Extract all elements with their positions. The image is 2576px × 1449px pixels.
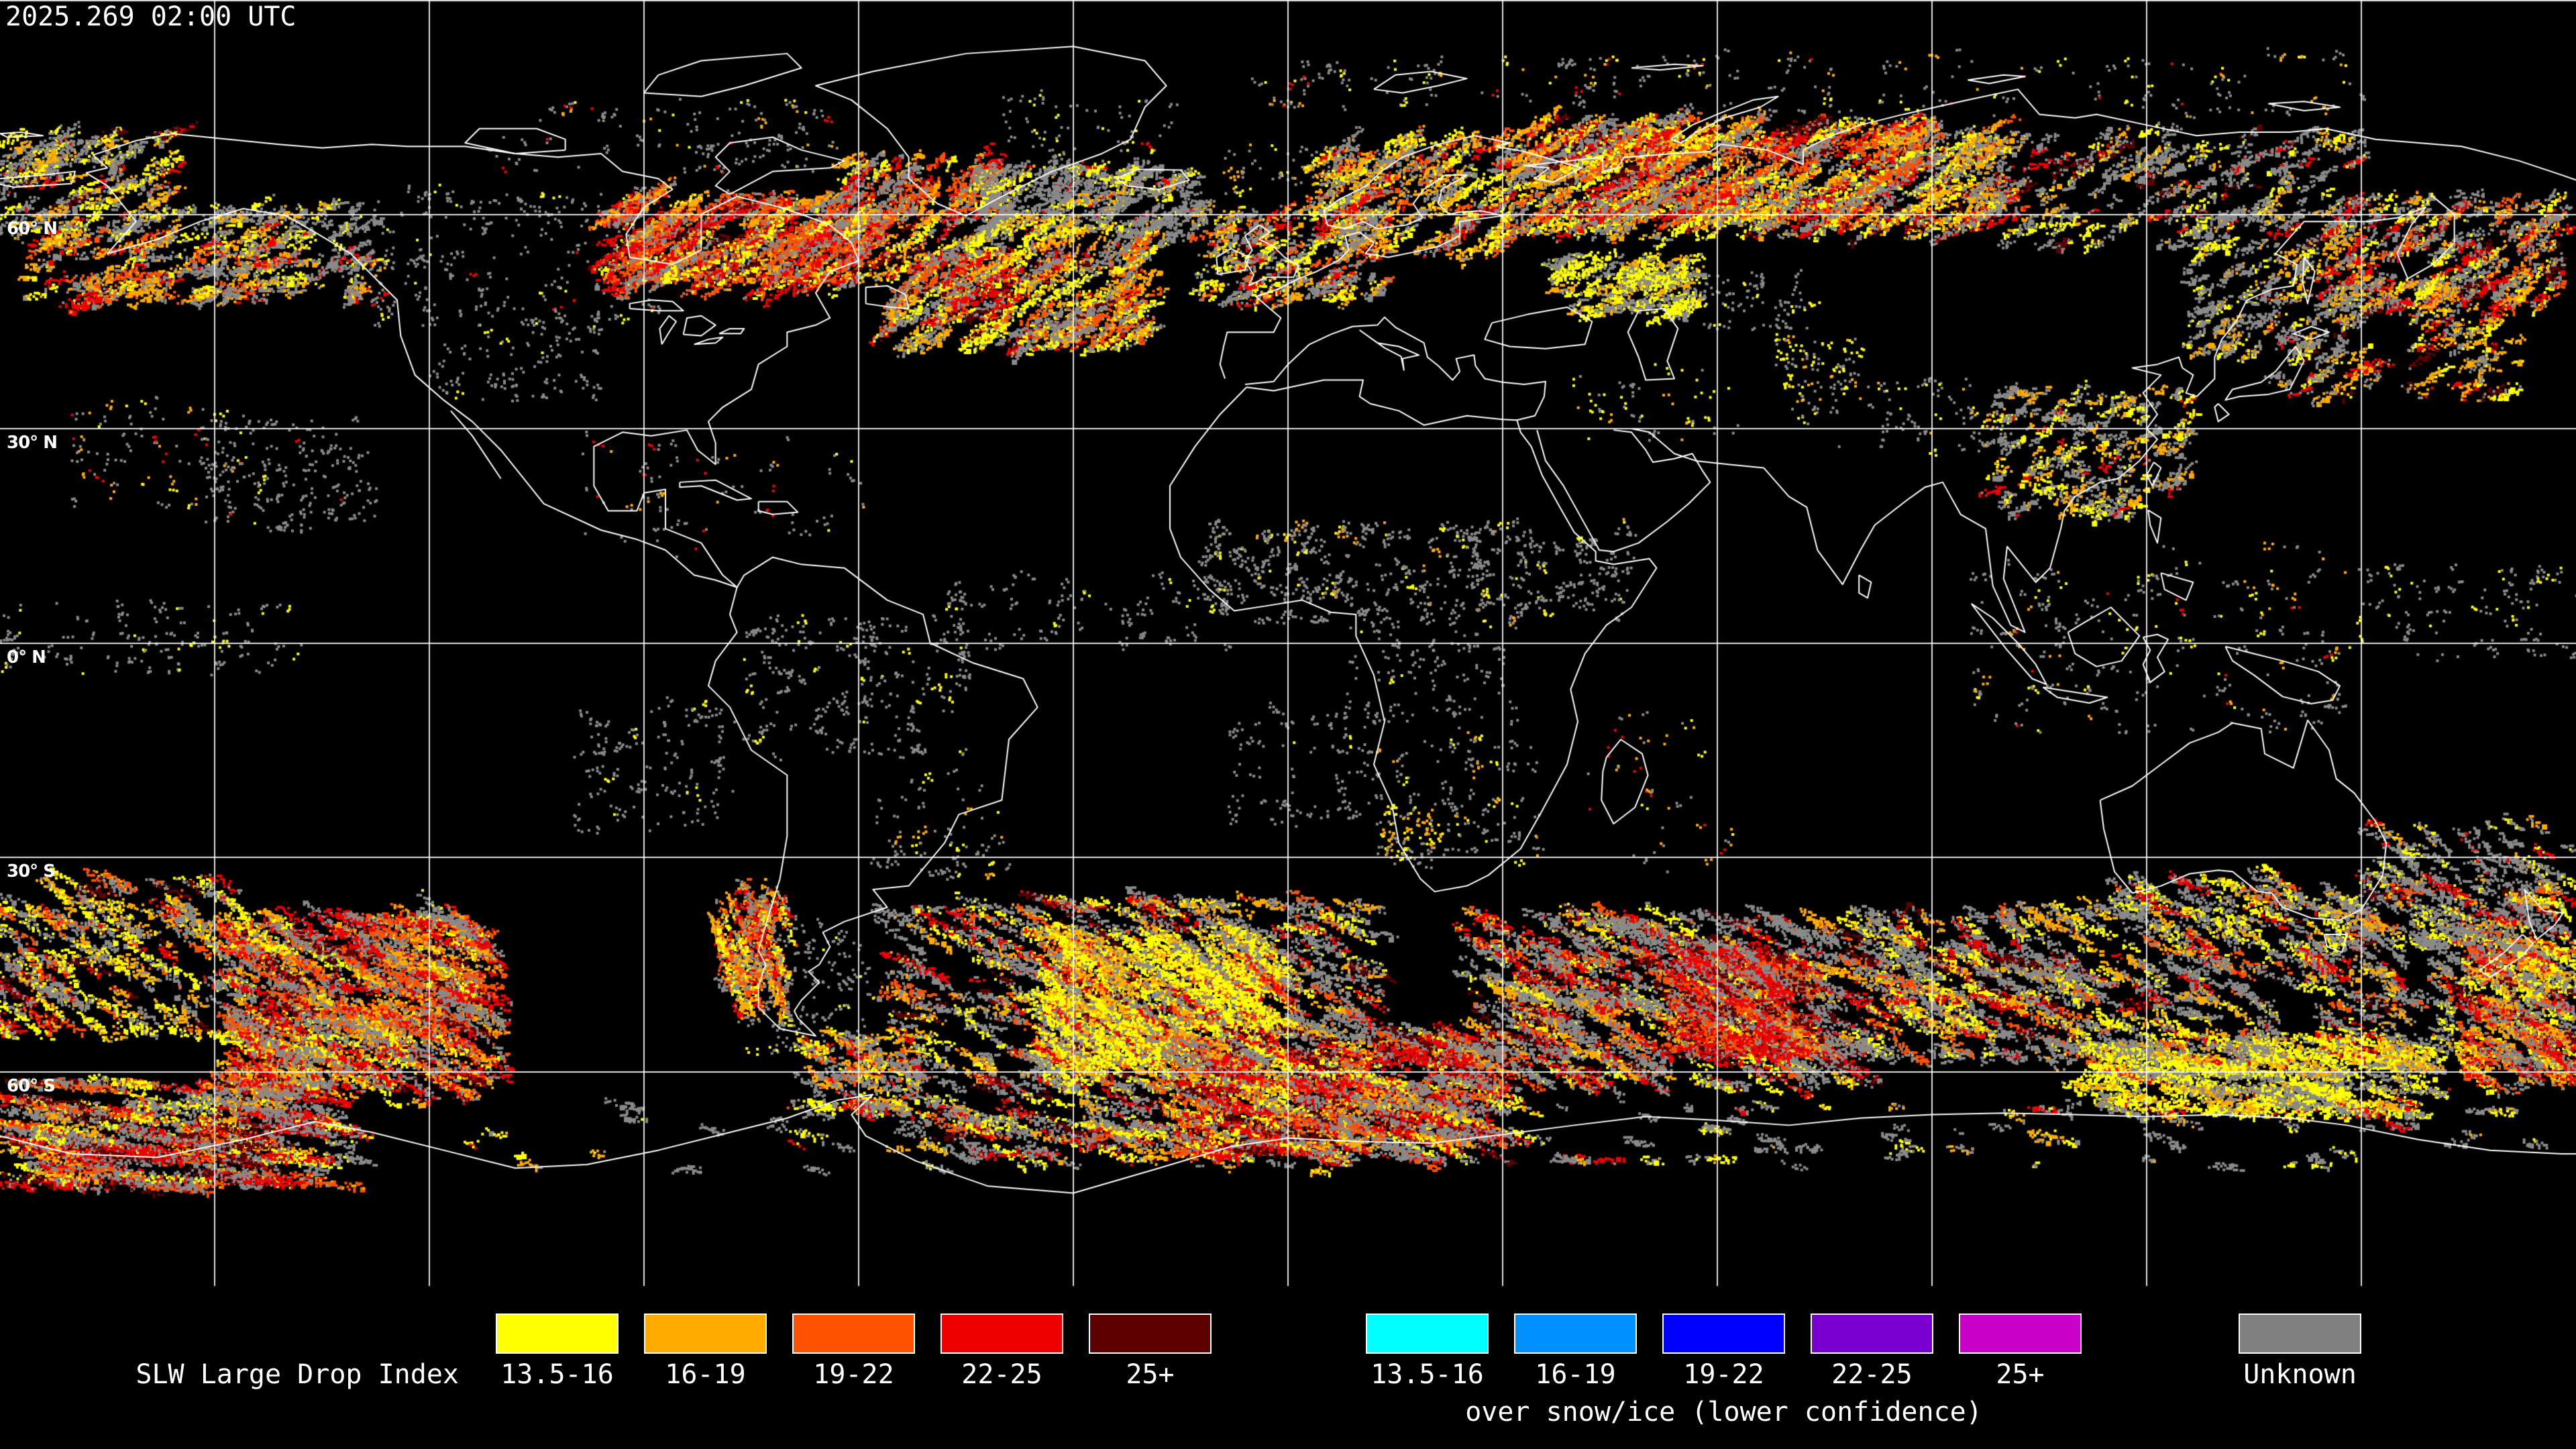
legend-bin-label-snow-1: 16-19 — [1535, 1359, 1616, 1390]
latitude-label: 30° N — [7, 433, 58, 453]
legend-unknown-swatch — [2239, 1313, 2361, 1354]
legend-bin-label-snow-3: 22-25 — [1831, 1359, 1913, 1390]
legend-snow-caption: over snow/ice (lower confidence) — [1465, 1397, 1982, 1428]
legend-swatch-slw-3 — [941, 1313, 1063, 1354]
timestamp: 2025.269 02:00 UTC — [5, 1, 297, 32]
legend-swatch-snow-2 — [1662, 1313, 1785, 1354]
legend-bin-label-snow-4: 25+ — [1996, 1359, 2045, 1390]
legend-swatch-snow-3 — [1811, 1313, 1933, 1354]
legend-bin-label-slw-2: 19-22 — [813, 1359, 894, 1390]
legend-swatch-snow-4 — [1959, 1313, 2082, 1354]
latitude-label: 30° S — [7, 861, 56, 881]
legend-swatch-snow-1 — [1514, 1313, 1637, 1354]
legend-bin-label-snow-0: 13.5-16 — [1371, 1359, 1484, 1390]
legend-bin-label-snow-2: 19-22 — [1683, 1359, 1764, 1390]
legend-bin-label-slw-4: 25+ — [1126, 1359, 1175, 1390]
legend-swatch-slw-2 — [792, 1313, 915, 1354]
legend-swatch-slw-0 — [496, 1313, 619, 1354]
latitude-label: 0° N — [7, 647, 46, 667]
legend-swatch-snow-0 — [1366, 1313, 1489, 1354]
legend-bin-label-slw-3: 22-25 — [961, 1359, 1042, 1390]
legend-bin-label-slw-0: 13.5-16 — [500, 1359, 614, 1390]
legend-bin-label-slw-1: 16-19 — [665, 1359, 746, 1390]
legend-title: SLW Large Drop Index — [136, 1359, 459, 1390]
legend-swatch-slw-4 — [1089, 1313, 1212, 1354]
legend-swatch-slw-1 — [644, 1313, 767, 1354]
latitude-label: 60° N — [7, 218, 58, 239]
legend-unknown-label: Unknown — [2243, 1359, 2357, 1390]
latitude-label: 60° S — [7, 1075, 56, 1096]
